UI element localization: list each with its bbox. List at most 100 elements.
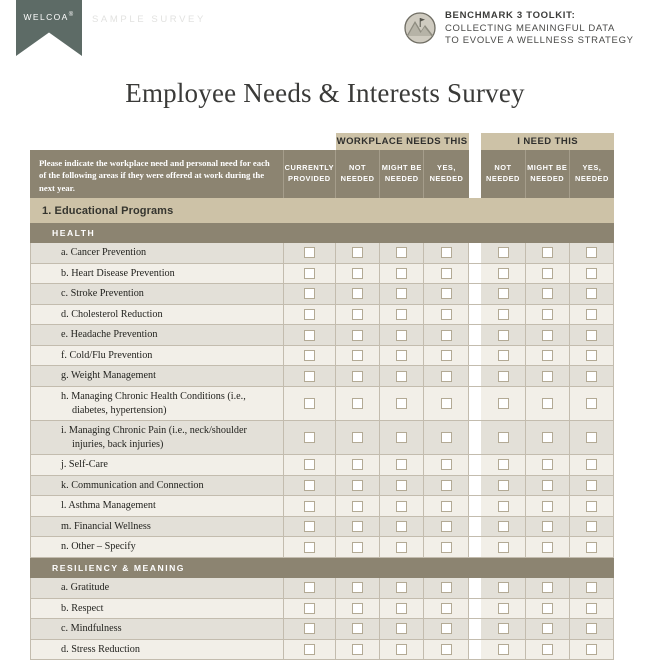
checkbox-cell-workplace-might-be-needed[interactable] bbox=[380, 496, 425, 516]
checkbox-cell-currently-provided[interactable] bbox=[284, 496, 337, 516]
checkbox-ineed-yes-needed[interactable] bbox=[585, 267, 597, 279]
checkbox-cell-ineed-not-needed[interactable] bbox=[481, 304, 526, 325]
checkbox-cell-workplace-not-needed[interactable] bbox=[336, 496, 381, 516]
checkbox-ineed-might-be-needed[interactable] bbox=[541, 480, 553, 492]
checkbox-workplace-yes-needed[interactable] bbox=[440, 267, 452, 279]
checkbox-cell-workplace-not-needed[interactable] bbox=[336, 366, 381, 386]
checkbox-cell-ineed-might-be-needed[interactable] bbox=[526, 619, 570, 639]
checkbox-workplace-yes-needed[interactable] bbox=[440, 398, 452, 409]
checkbox-workplace-might-be-needed[interactable] bbox=[396, 432, 408, 444]
checkbox-cell-workplace-might-be-needed[interactable] bbox=[380, 263, 425, 284]
checkbox-ineed-not-needed[interactable] bbox=[497, 582, 509, 594]
checkbox-cell-currently-provided[interactable] bbox=[284, 243, 337, 263]
checkbox-workplace-yes-needed[interactable] bbox=[440, 582, 452, 594]
checkbox-currently-provided[interactable] bbox=[304, 541, 316, 553]
checkbox-ineed-yes-needed[interactable] bbox=[585, 643, 597, 655]
checkbox-workplace-might-be-needed[interactable] bbox=[396, 623, 408, 635]
checkbox-cell-ineed-yes-needed[interactable] bbox=[570, 325, 615, 345]
checkbox-cell-workplace-might-be-needed[interactable] bbox=[380, 325, 425, 345]
checkbox-cell-workplace-might-be-needed[interactable] bbox=[380, 619, 425, 639]
checkbox-ineed-might-be-needed[interactable] bbox=[541, 643, 553, 655]
checkbox-cell-workplace-not-needed[interactable] bbox=[336, 619, 381, 639]
checkbox-cell-ineed-might-be-needed[interactable] bbox=[526, 455, 570, 475]
checkbox-cell-workplace-yes-needed[interactable] bbox=[424, 243, 469, 263]
checkbox-cell-workplace-yes-needed[interactable] bbox=[424, 284, 469, 304]
checkbox-cell-workplace-not-needed[interactable] bbox=[336, 639, 381, 660]
checkbox-ineed-not-needed[interactable] bbox=[497, 247, 509, 259]
checkbox-cell-currently-provided[interactable] bbox=[284, 304, 337, 325]
checkbox-ineed-not-needed[interactable] bbox=[497, 432, 509, 444]
checkbox-currently-provided[interactable] bbox=[304, 288, 316, 300]
checkbox-workplace-might-be-needed[interactable] bbox=[396, 602, 408, 614]
checkbox-workplace-might-be-needed[interactable] bbox=[396, 643, 408, 655]
checkbox-ineed-yes-needed[interactable] bbox=[585, 582, 597, 594]
checkbox-cell-currently-provided[interactable] bbox=[284, 475, 337, 496]
checkbox-workplace-yes-needed[interactable] bbox=[440, 308, 452, 320]
checkbox-workplace-might-be-needed[interactable] bbox=[396, 398, 408, 409]
checkbox-cell-currently-provided[interactable] bbox=[284, 537, 337, 557]
checkbox-ineed-not-needed[interactable] bbox=[497, 541, 509, 553]
checkbox-cell-currently-provided[interactable] bbox=[284, 598, 337, 619]
checkbox-cell-ineed-not-needed[interactable] bbox=[481, 516, 526, 537]
checkbox-workplace-yes-needed[interactable] bbox=[440, 643, 452, 655]
checkbox-ineed-not-needed[interactable] bbox=[497, 267, 509, 279]
checkbox-cell-ineed-might-be-needed[interactable] bbox=[526, 639, 570, 660]
checkbox-currently-provided[interactable] bbox=[304, 521, 316, 533]
checkbox-currently-provided[interactable] bbox=[304, 308, 316, 320]
checkbox-workplace-yes-needed[interactable] bbox=[440, 623, 452, 635]
checkbox-cell-currently-provided[interactable] bbox=[284, 284, 337, 304]
checkbox-cell-ineed-yes-needed[interactable] bbox=[570, 284, 615, 304]
checkbox-workplace-yes-needed[interactable] bbox=[440, 480, 452, 492]
checkbox-cell-ineed-might-be-needed[interactable] bbox=[526, 243, 570, 263]
checkbox-cell-workplace-not-needed[interactable] bbox=[336, 325, 381, 345]
checkbox-ineed-not-needed[interactable] bbox=[497, 521, 509, 533]
checkbox-cell-workplace-might-be-needed[interactable] bbox=[380, 284, 425, 304]
checkbox-ineed-might-be-needed[interactable] bbox=[541, 459, 553, 471]
checkbox-workplace-yes-needed[interactable] bbox=[440, 541, 452, 553]
checkbox-cell-workplace-yes-needed[interactable] bbox=[424, 516, 469, 537]
checkbox-cell-workplace-might-be-needed[interactable] bbox=[380, 345, 425, 366]
checkbox-workplace-not-needed[interactable] bbox=[352, 267, 364, 279]
checkbox-ineed-yes-needed[interactable] bbox=[585, 370, 597, 382]
checkbox-workplace-not-needed[interactable] bbox=[352, 602, 364, 614]
checkbox-workplace-might-be-needed[interactable] bbox=[396, 582, 408, 594]
checkbox-ineed-might-be-needed[interactable] bbox=[541, 288, 553, 300]
checkbox-cell-currently-provided[interactable] bbox=[284, 345, 337, 366]
checkbox-ineed-yes-needed[interactable] bbox=[585, 432, 597, 444]
checkbox-cell-ineed-might-be-needed[interactable] bbox=[526, 516, 570, 537]
checkbox-cell-currently-provided[interactable] bbox=[284, 455, 337, 475]
checkbox-cell-workplace-yes-needed[interactable] bbox=[424, 578, 469, 598]
checkbox-workplace-might-be-needed[interactable] bbox=[396, 329, 408, 341]
checkbox-cell-ineed-yes-needed[interactable] bbox=[570, 421, 615, 455]
checkbox-cell-workplace-yes-needed[interactable] bbox=[424, 496, 469, 516]
checkbox-cell-ineed-yes-needed[interactable] bbox=[570, 639, 615, 660]
checkbox-cell-ineed-not-needed[interactable] bbox=[481, 598, 526, 619]
checkbox-cell-currently-provided[interactable] bbox=[284, 578, 337, 598]
checkbox-cell-workplace-might-be-needed[interactable] bbox=[380, 516, 425, 537]
checkbox-cell-ineed-not-needed[interactable] bbox=[481, 263, 526, 284]
checkbox-ineed-yes-needed[interactable] bbox=[585, 350, 597, 362]
checkbox-ineed-not-needed[interactable] bbox=[497, 398, 509, 409]
checkbox-ineed-not-needed[interactable] bbox=[497, 288, 509, 300]
checkbox-cell-workplace-might-be-needed[interactable] bbox=[380, 578, 425, 598]
checkbox-workplace-not-needed[interactable] bbox=[352, 521, 364, 533]
checkbox-cell-ineed-not-needed[interactable] bbox=[481, 325, 526, 345]
checkbox-cell-workplace-yes-needed[interactable] bbox=[424, 421, 469, 455]
checkbox-cell-workplace-not-needed[interactable] bbox=[336, 421, 381, 455]
checkbox-cell-ineed-not-needed[interactable] bbox=[481, 475, 526, 496]
checkbox-currently-provided[interactable] bbox=[304, 623, 316, 635]
checkbox-ineed-not-needed[interactable] bbox=[497, 329, 509, 341]
checkbox-cell-ineed-might-be-needed[interactable] bbox=[526, 325, 570, 345]
checkbox-cell-ineed-yes-needed[interactable] bbox=[570, 496, 615, 516]
checkbox-cell-currently-provided[interactable] bbox=[284, 619, 337, 639]
checkbox-workplace-not-needed[interactable] bbox=[352, 541, 364, 553]
checkbox-workplace-might-be-needed[interactable] bbox=[396, 541, 408, 553]
checkbox-cell-ineed-yes-needed[interactable] bbox=[570, 345, 615, 366]
checkbox-cell-currently-provided[interactable] bbox=[284, 421, 337, 455]
checkbox-ineed-yes-needed[interactable] bbox=[585, 329, 597, 341]
checkbox-cell-ineed-not-needed[interactable] bbox=[481, 496, 526, 516]
checkbox-cell-workplace-yes-needed[interactable] bbox=[424, 263, 469, 284]
checkbox-workplace-yes-needed[interactable] bbox=[440, 521, 452, 533]
checkbox-currently-provided[interactable] bbox=[304, 643, 316, 655]
checkbox-currently-provided[interactable] bbox=[304, 370, 316, 382]
